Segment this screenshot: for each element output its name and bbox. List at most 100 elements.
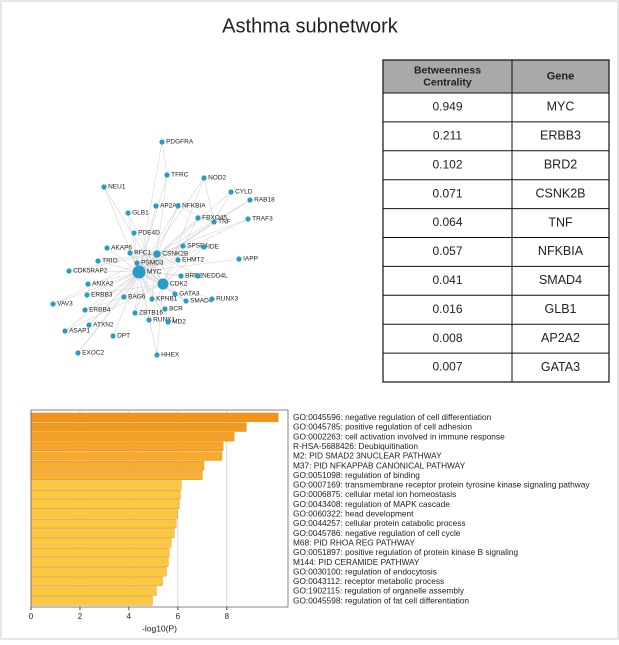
node-label: AKAP6 bbox=[111, 245, 132, 252]
node bbox=[84, 292, 90, 298]
node-label: RUNX1 bbox=[153, 317, 175, 324]
edge bbox=[52, 271, 140, 305]
node-label: TRAF3 bbox=[252, 216, 273, 223]
node-label: KPNB1 bbox=[156, 296, 178, 303]
node-label: GLB1 bbox=[132, 210, 149, 217]
edge bbox=[138, 271, 166, 310]
table-cell: CSNK2B bbox=[535, 186, 585, 200]
category-label: GO:0006875: cellular metal ion homeostas… bbox=[293, 489, 456, 499]
category-label: GO:0051897: positive regulation of prote… bbox=[293, 547, 518, 557]
x-axis-label: -log10(P) bbox=[142, 623, 177, 633]
bar bbox=[30, 499, 180, 509]
node-label: ERBB4 bbox=[89, 307, 111, 314]
node-label: EXOC2 bbox=[82, 350, 104, 357]
table-cell: 0.211 bbox=[433, 129, 462, 143]
edge bbox=[182, 245, 205, 248]
category-label: GO:0045785: positive regulation of cell … bbox=[293, 422, 472, 432]
table-cell: 0.064 bbox=[432, 215, 462, 229]
edge bbox=[203, 177, 215, 223]
edge bbox=[77, 271, 140, 354]
node-label: MD2 bbox=[172, 319, 186, 326]
bar bbox=[30, 528, 175, 538]
edge bbox=[134, 271, 140, 314]
edge bbox=[138, 258, 240, 273]
node-label: DPT bbox=[117, 333, 130, 340]
node bbox=[172, 291, 178, 297]
category-label: GO:0044257: cellular protein catabolic p… bbox=[293, 518, 466, 528]
edge bbox=[87, 271, 140, 285]
node bbox=[132, 310, 138, 316]
bar bbox=[30, 451, 223, 461]
table-border bbox=[382, 59, 610, 383]
category-label: GO:1902115: regulation of organelle asse… bbox=[293, 586, 465, 596]
node-label: ANXA2 bbox=[92, 281, 114, 288]
bar bbox=[30, 470, 203, 480]
node-label: FBXO45 bbox=[202, 215, 227, 222]
node-label: ASAP1 bbox=[69, 328, 90, 335]
category-label: GO:0043408: regulation of MAPK cascade bbox=[293, 499, 450, 509]
node bbox=[175, 203, 181, 209]
node bbox=[162, 306, 168, 312]
node-label: MYC bbox=[147, 269, 162, 276]
node bbox=[180, 243, 186, 249]
table-cell: TNF bbox=[548, 215, 573, 229]
node-label: NEU1 bbox=[108, 184, 126, 191]
bar bbox=[30, 596, 153, 606]
bar bbox=[30, 422, 247, 432]
node-label: SMAD4 bbox=[190, 298, 213, 305]
node bbox=[125, 210, 131, 216]
category-label: R-HSA-5688426: Deubiquitination bbox=[293, 441, 418, 451]
edge bbox=[156, 253, 176, 295]
node-label: NFKBIA bbox=[182, 203, 206, 210]
edge bbox=[213, 191, 232, 223]
node bbox=[95, 258, 101, 264]
table-cell: 0.057 bbox=[432, 244, 462, 258]
node bbox=[236, 256, 242, 262]
edge bbox=[88, 253, 158, 326]
edge bbox=[86, 283, 164, 296]
node-label: TFRC bbox=[171, 172, 189, 179]
category-label: GO:0030100: regulation of endocytosis bbox=[293, 566, 437, 576]
bar bbox=[30, 509, 178, 519]
node-label: CDK2 bbox=[170, 281, 188, 288]
table-cell: 0.041 bbox=[432, 273, 462, 287]
table-cell: ERBB3 bbox=[540, 129, 581, 143]
node bbox=[211, 219, 217, 225]
node bbox=[75, 350, 81, 356]
node bbox=[86, 322, 92, 328]
node-label: NEDD4L bbox=[202, 273, 228, 280]
edge bbox=[156, 205, 179, 255]
edge bbox=[138, 205, 179, 273]
node bbox=[201, 175, 207, 181]
category-label: M2: PID SMAD2 3NUCLEAR PATHWAY bbox=[293, 451, 442, 461]
edge bbox=[64, 271, 140, 332]
node-label: TRIO bbox=[102, 258, 118, 265]
node-label: PDE4D bbox=[138, 230, 160, 237]
node bbox=[134, 260, 140, 266]
node bbox=[183, 298, 189, 304]
node bbox=[153, 250, 161, 258]
edge bbox=[138, 217, 199, 273]
category-label: GO:0060322: head development bbox=[293, 509, 414, 519]
edge bbox=[68, 253, 158, 272]
node-label: TNF bbox=[218, 219, 231, 226]
edge bbox=[156, 174, 168, 255]
node-label: ZBTB16 bbox=[139, 310, 163, 317]
node bbox=[165, 319, 171, 325]
bar bbox=[30, 441, 224, 452]
node bbox=[164, 172, 170, 178]
header-bg bbox=[383, 60, 609, 93]
edge bbox=[138, 191, 232, 273]
edge bbox=[156, 218, 249, 255]
node bbox=[82, 307, 88, 313]
node bbox=[121, 294, 127, 300]
node bbox=[209, 296, 215, 302]
x-tick-label: 6 bbox=[176, 612, 181, 621]
node bbox=[245, 216, 251, 222]
edge bbox=[138, 221, 215, 273]
node bbox=[159, 139, 165, 145]
node-label: RFC1 bbox=[134, 250, 151, 257]
table-cell: 0.949 bbox=[432, 100, 462, 114]
node-label: IAPP bbox=[243, 256, 258, 263]
